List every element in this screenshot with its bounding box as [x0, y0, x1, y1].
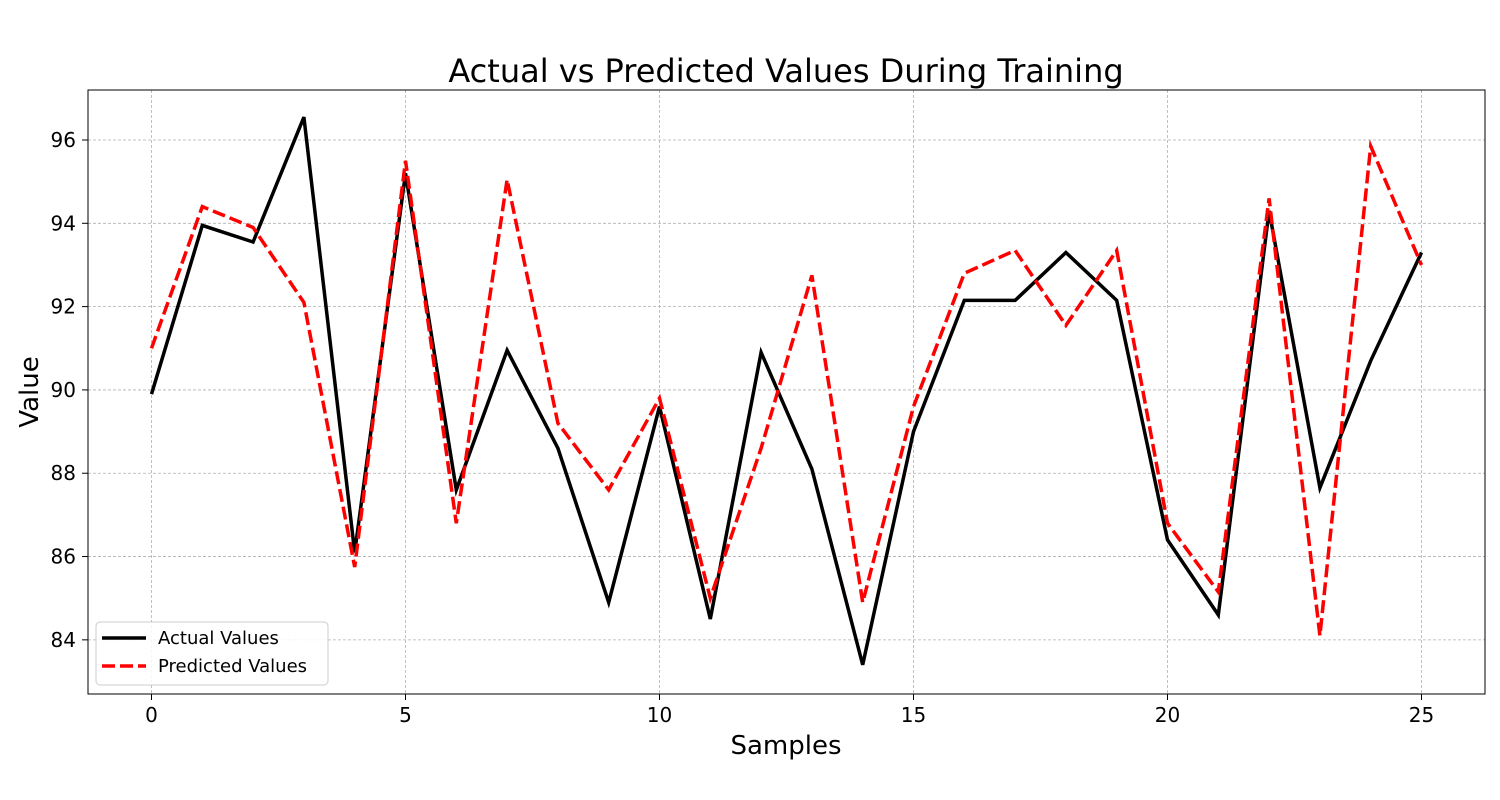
y-tick-label: 90: [51, 378, 76, 402]
series-group: [149, 116, 1424, 666]
x-tick-label: 20: [1155, 703, 1180, 727]
x-tick-label: 5: [399, 703, 412, 727]
plot-frame: [87, 89, 1486, 695]
x-tick-label: 15: [901, 703, 926, 727]
series-line-actual-values: [149, 116, 1424, 666]
x-tick-label: 10: [647, 703, 672, 727]
grid: [88, 90, 1485, 694]
x-tick-label: 0: [145, 703, 158, 727]
x-axis-label: Samples: [730, 731, 841, 761]
ticks: 0 5 10 15 20 25 84 86 88 90 92 94 96: [51, 128, 1435, 727]
legend-box: [95, 621, 329, 686]
x-tick-label: 25: [1409, 703, 1434, 727]
y-tick-label: 92: [51, 295, 76, 319]
y-tick-label: 84: [51, 628, 76, 652]
legend-label: Predicted Values: [158, 656, 307, 677]
y-axis-label: Value: [15, 356, 45, 427]
series-line-predicted-values: [149, 139, 1424, 636]
legend-label: Actual Values: [158, 628, 279, 649]
y-tick-label: 88: [51, 461, 76, 485]
chart-title: Actual vs Predicted Values During Traini…: [448, 52, 1123, 90]
y-tick-label: 86: [51, 545, 76, 569]
legend: Actual Values Predicted Values: [95, 621, 329, 686]
y-tick-label: 94: [51, 211, 76, 235]
y-tick-label: 96: [51, 128, 76, 152]
